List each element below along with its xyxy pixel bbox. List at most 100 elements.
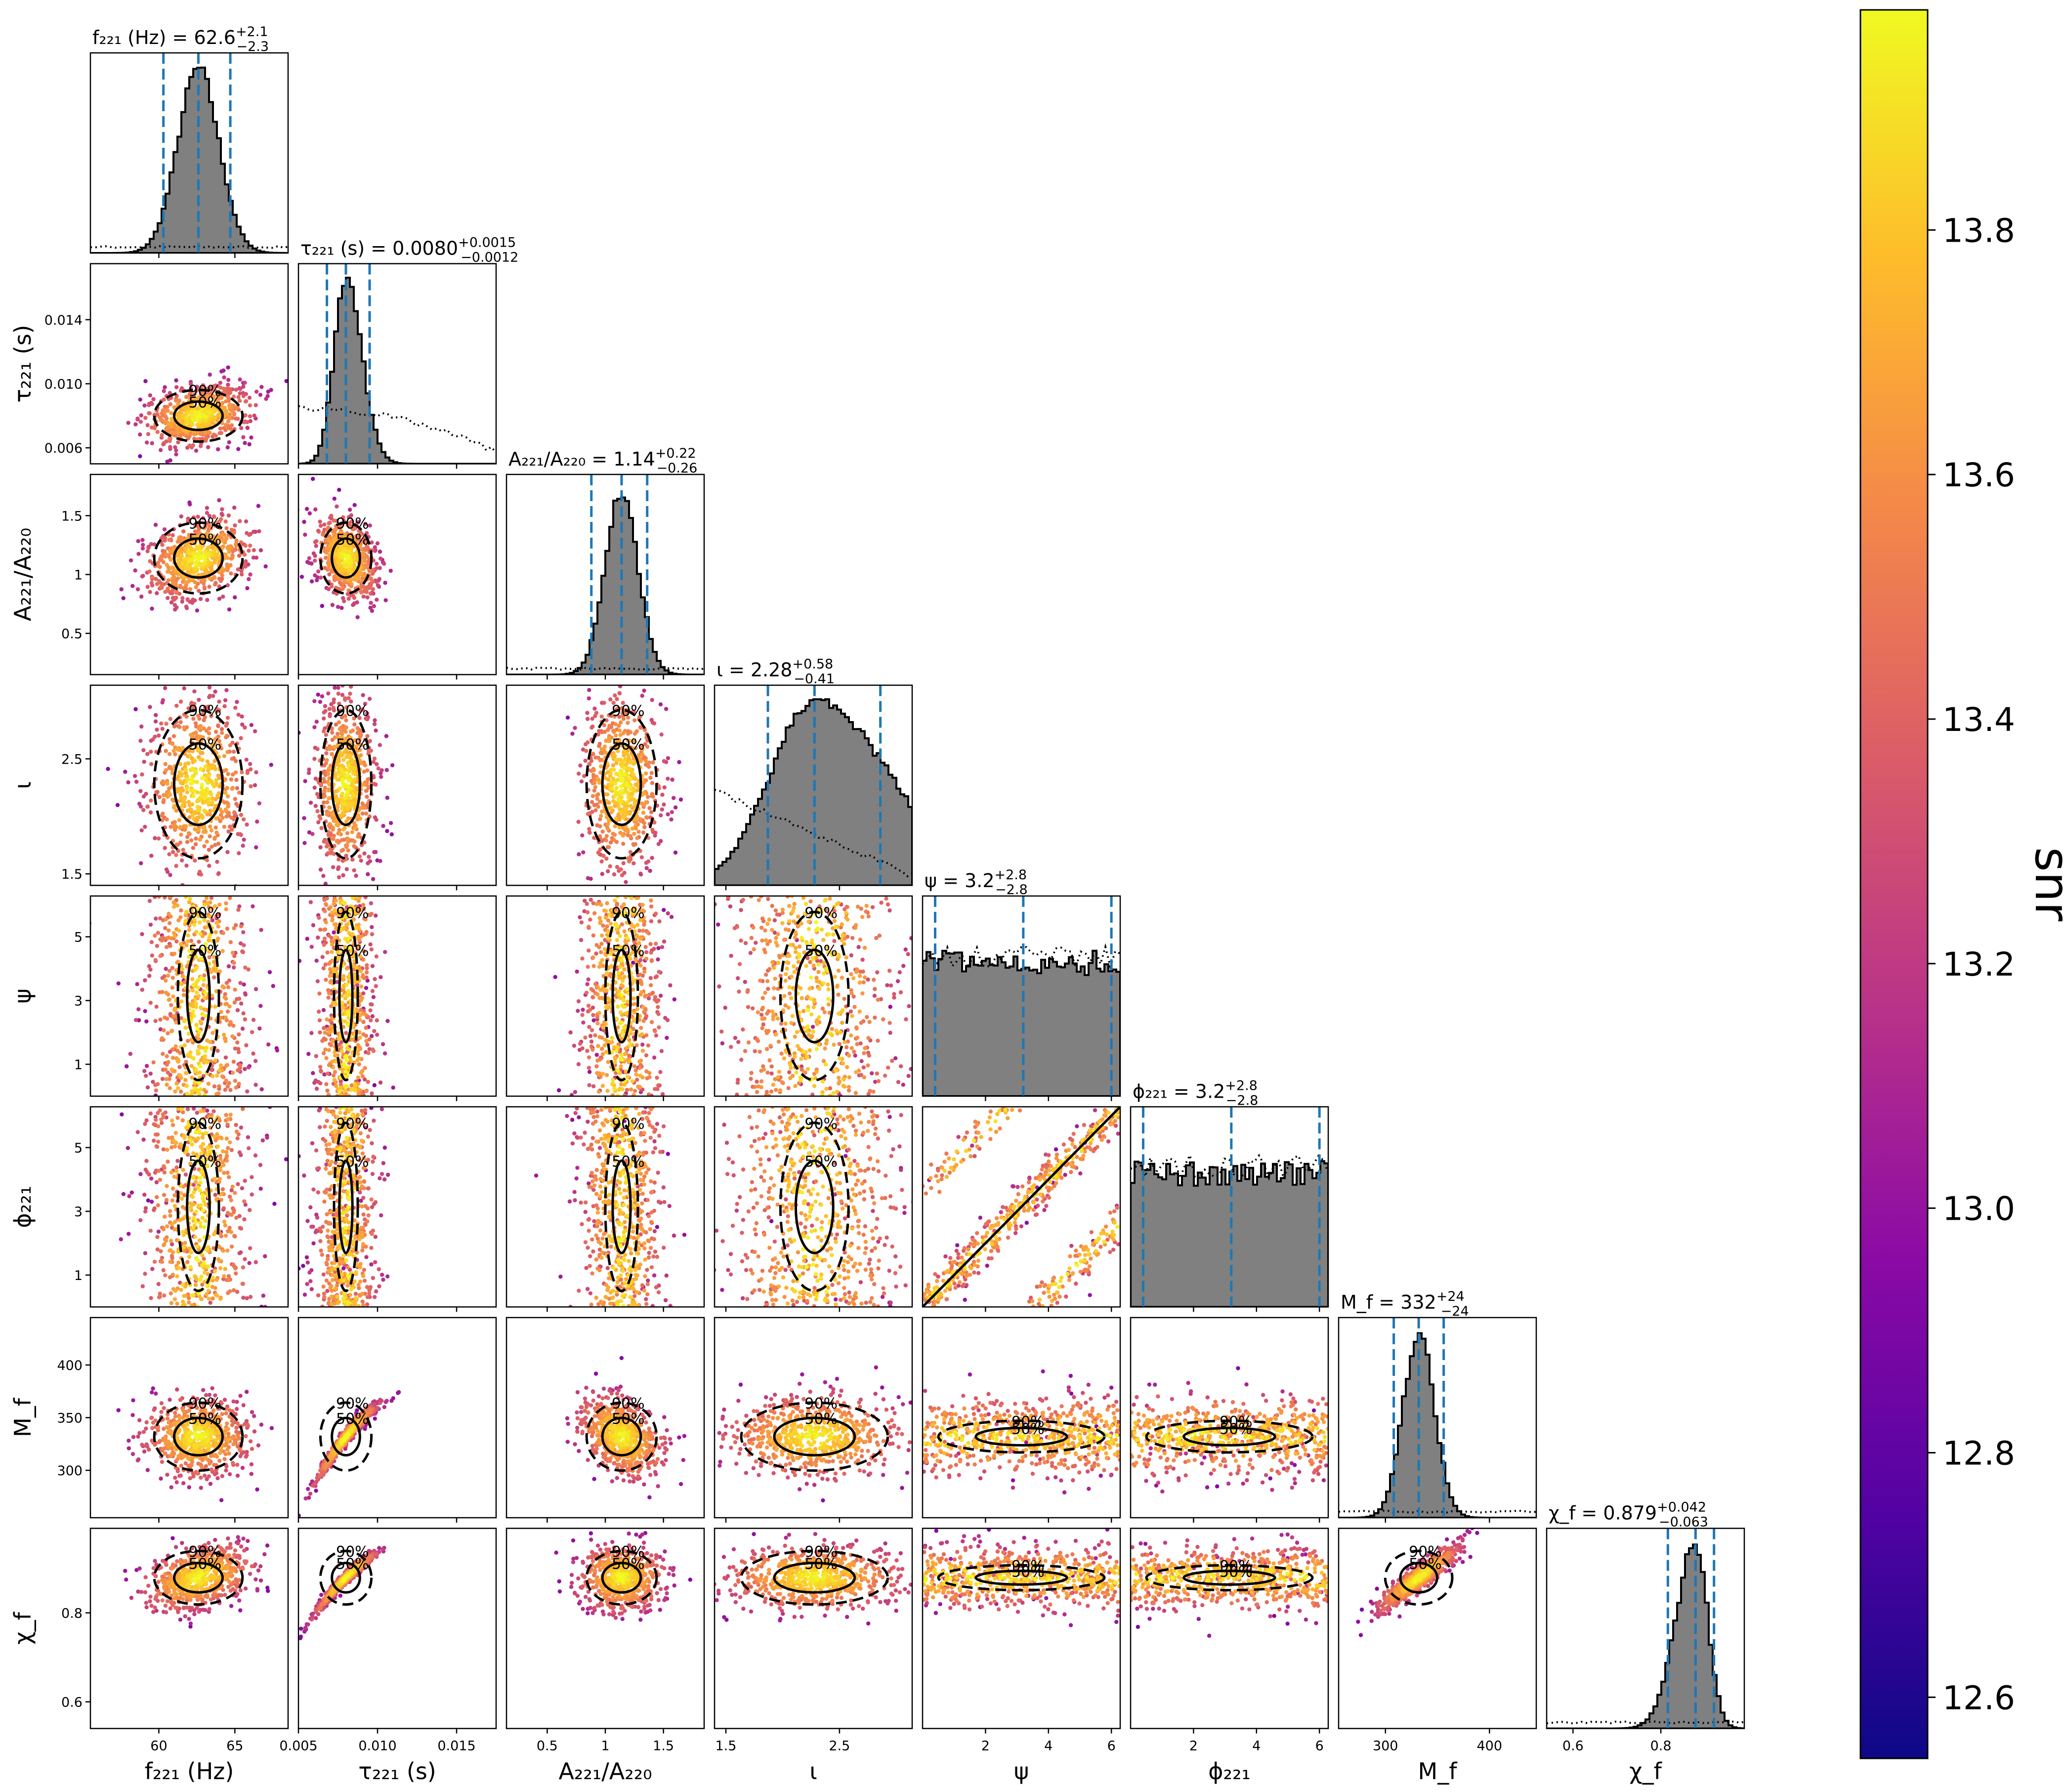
scatter-point <box>628 850 633 854</box>
scatter-point <box>235 786 240 790</box>
scatter-point <box>168 390 172 395</box>
y-tick-label: 1.5 <box>61 509 83 524</box>
scatter-point <box>180 746 185 750</box>
scatter-point <box>228 390 232 395</box>
scatter-point <box>128 558 133 563</box>
scatter-point <box>345 807 350 811</box>
scatter-point <box>619 867 623 872</box>
scatter-point <box>321 795 326 799</box>
scatter-point <box>582 774 587 778</box>
scatter-point <box>189 1064 194 1068</box>
scatter-point <box>175 789 179 794</box>
scatter-point <box>150 953 154 958</box>
scatter-point <box>192 689 197 694</box>
scatter-point <box>200 776 205 780</box>
scatter-point <box>632 861 636 866</box>
panel-a221-tau221: 50%90% <box>297 473 497 680</box>
scatter-point <box>187 749 192 754</box>
scatter-point <box>636 753 641 757</box>
scatter-point <box>359 858 363 863</box>
scatter-point <box>613 789 618 794</box>
scatter-point <box>604 751 608 755</box>
scatter-point <box>633 824 638 828</box>
scatter-point <box>606 869 610 874</box>
scatter-point <box>239 924 244 929</box>
scatter-point <box>180 803 185 808</box>
scatter-point <box>316 569 321 574</box>
scatter-point <box>324 732 329 737</box>
scatter-point <box>162 527 167 532</box>
scatter-point <box>358 816 363 821</box>
scatter-point <box>225 794 230 799</box>
scatter-point <box>144 1064 149 1068</box>
scatter-point <box>215 552 220 556</box>
panel-iota-iota: ι = 2.28+0.58 −0.41 <box>714 657 913 891</box>
scatter-point <box>346 778 351 783</box>
scatter-point <box>198 932 203 936</box>
scatter-point <box>327 746 332 751</box>
scatter-point <box>352 596 357 600</box>
scatter-point <box>365 531 369 536</box>
scatter-point <box>217 902 222 907</box>
scatter-point <box>233 797 238 801</box>
y-tick-label: 0.010 <box>44 377 83 392</box>
scatter-point <box>248 403 253 408</box>
scatter-point <box>227 607 232 612</box>
scatter-point <box>327 961 332 966</box>
scatter-point <box>172 934 177 939</box>
scatter-point <box>163 846 167 851</box>
scatter-point <box>171 799 176 803</box>
scatter-point <box>352 601 357 606</box>
scatter-point <box>217 570 221 574</box>
scatter-point <box>181 428 186 432</box>
scatter-point <box>211 975 216 980</box>
scatter-point <box>303 779 307 783</box>
scatter-point <box>133 568 137 573</box>
scatter-point <box>389 832 394 837</box>
scatter-point <box>211 763 215 768</box>
scatter-point <box>333 685 337 690</box>
scatter-point <box>632 843 636 847</box>
scatter-point <box>192 816 196 821</box>
scatter-point <box>352 844 356 849</box>
scatter-point <box>624 880 628 885</box>
scatter-point <box>326 691 331 696</box>
scatter-point <box>608 771 613 776</box>
scatter-point <box>302 519 306 524</box>
scatter-point <box>367 1047 372 1051</box>
scatter-point <box>228 1088 233 1092</box>
scatter-point <box>339 849 344 853</box>
scatter-point <box>149 940 154 944</box>
scatter-point <box>351 771 355 776</box>
scatter-point <box>209 387 213 392</box>
scatter-point <box>611 799 616 804</box>
scatter-point <box>163 1015 167 1020</box>
scatter-point <box>639 855 644 859</box>
scatter-point <box>174 1081 179 1086</box>
scatter-point <box>187 815 192 819</box>
scatter-point <box>185 761 190 766</box>
scatter-point <box>209 828 214 833</box>
scatter-point <box>153 719 158 724</box>
scatter-point <box>329 584 334 589</box>
scatter-point <box>160 938 164 943</box>
scatter-point <box>600 829 605 834</box>
title-f221: f₂₂₁ (Hz) = 62.6+2.1 −2.3 <box>92 24 269 54</box>
scatter-point <box>330 541 335 546</box>
scatter-point <box>209 792 213 797</box>
scatter-point <box>358 748 362 752</box>
scatter-point <box>164 917 168 922</box>
scatter-point <box>347 769 352 773</box>
panel-frame <box>297 684 497 886</box>
y-axis-label-psi: ψ <box>9 988 36 1003</box>
scatter-point <box>211 960 216 964</box>
scatter-point <box>184 824 188 829</box>
scatter-point <box>243 1067 247 1071</box>
scatter-point <box>677 760 681 765</box>
scatter-point <box>211 694 215 698</box>
scatter-point <box>220 730 224 735</box>
scatter-point <box>609 780 614 785</box>
scatter-point <box>234 387 238 392</box>
scatter-point <box>339 715 344 720</box>
scatter-point <box>275 1048 280 1053</box>
